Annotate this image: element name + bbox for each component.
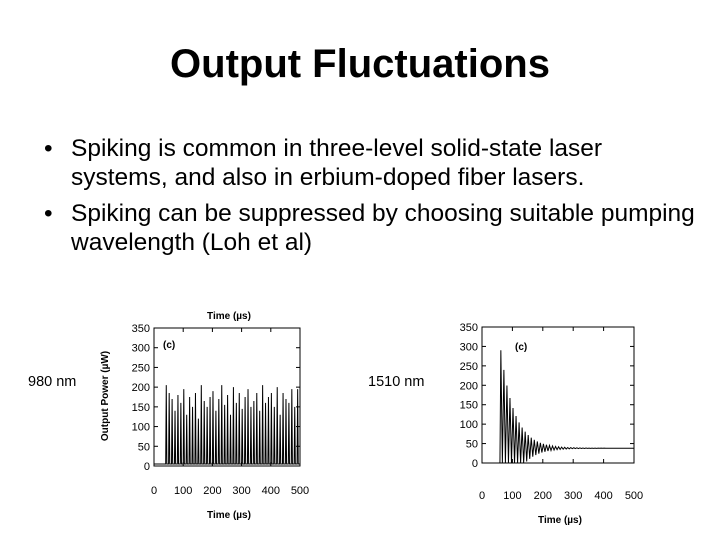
right-spiking-plot: (c) Time (µs) 0 50 100 150 200 250 300 350 0 100 2…: [442, 300, 657, 528]
left-plot-y-tick-label: 200: [132, 382, 150, 394]
right-plot-y-tick-label: 300: [460, 341, 478, 353]
right-plot-x-tick-label: 500: [625, 490, 643, 502]
bullet-item: • Spiking can be suppressed by choosing …: [44, 199, 704, 257]
plot-panel-tag: (c): [515, 342, 527, 353]
left-spiking-plot: Time (µs) (c) Output Power (µW) Time (µs…: [92, 300, 317, 528]
slide-title: Output Fluctuations: [170, 42, 550, 86]
bullet-dot: •: [44, 135, 53, 162]
left-plot-x-tick-label: 0: [151, 485, 157, 497]
left-plot-x-tick-label: 500: [291, 485, 309, 497]
right-plot-x-tick-label: 200: [534, 490, 552, 502]
plot-top-axis-label: Time (µs): [207, 311, 251, 322]
left-plot-y-tick-label: 300: [132, 343, 150, 355]
left-plot-y-tick-label: 50: [138, 441, 150, 453]
right-plot-x-tick-label: 300: [564, 490, 582, 502]
left-plot-x-tick-label: 200: [203, 485, 221, 497]
plot-y-axis-label: Output Power (µW): [100, 351, 111, 441]
left-plot-svg: Time (µs) (c) Output Power (µW) Time (µs…: [100, 311, 309, 521]
bullet-dot: •: [44, 200, 53, 227]
bullet-list: • Spiking is common in three-level solid…: [44, 134, 704, 264]
right-plot-y-tick-label: 100: [460, 419, 478, 431]
right-plot-y-tick-label: 250: [460, 361, 478, 373]
left-plot-y-tick-label: 100: [132, 422, 150, 434]
bullet-item: • Spiking is common in three-level solid…: [44, 134, 704, 192]
left-plot-frame: [153, 327, 301, 467]
right-plot-y-tick-label: 0: [472, 458, 478, 470]
left-plot-y-tick-label: 0: [144, 461, 150, 473]
left-plot-x-tick-label: 300: [232, 485, 250, 497]
plot-x-axis-label: Time (µs): [538, 515, 582, 526]
right-figure-label: 1510 nm: [368, 374, 425, 390]
right-plot-x-tick-label: 0: [479, 490, 485, 502]
plot-panel-tag: (c): [163, 340, 175, 351]
left-plot-y-tick-label: 150: [132, 402, 150, 414]
left-plot-y-tick-label: 350: [132, 323, 150, 335]
right-plot-svg: (c) Time (µs) 0 50 100 150 200 250 300 350 0 100 2…: [460, 322, 644, 526]
right-plot-y-tick-label: 200: [460, 380, 478, 392]
bullet-text: Spiking is common in three-level solid-s…: [71, 135, 603, 191]
bullet-text: Spiking can be suppressed by choosing su…: [71, 200, 695, 256]
left-plot-x-tick-label: 400: [262, 485, 280, 497]
left-plot-x-tick-label: 100: [174, 485, 192, 497]
right-plot-frame: [481, 326, 635, 464]
left-figure-label: 980 nm: [28, 374, 77, 390]
right-plot-decay-trace: [482, 350, 635, 464]
left-plot-y-tick-label: 250: [132, 362, 150, 374]
right-plot-x-tick-label: 400: [594, 490, 612, 502]
left-plot-spike-trace: [154, 385, 300, 465]
plot-x-axis-label: Time (µs): [207, 510, 251, 521]
right-plot-y-tick-label: 150: [460, 400, 478, 412]
right-plot-x-tick-label: 100: [503, 490, 521, 502]
right-plot-y-tick-label: 50: [466, 439, 478, 451]
right-plot-y-tick-label: 350: [460, 322, 478, 334]
